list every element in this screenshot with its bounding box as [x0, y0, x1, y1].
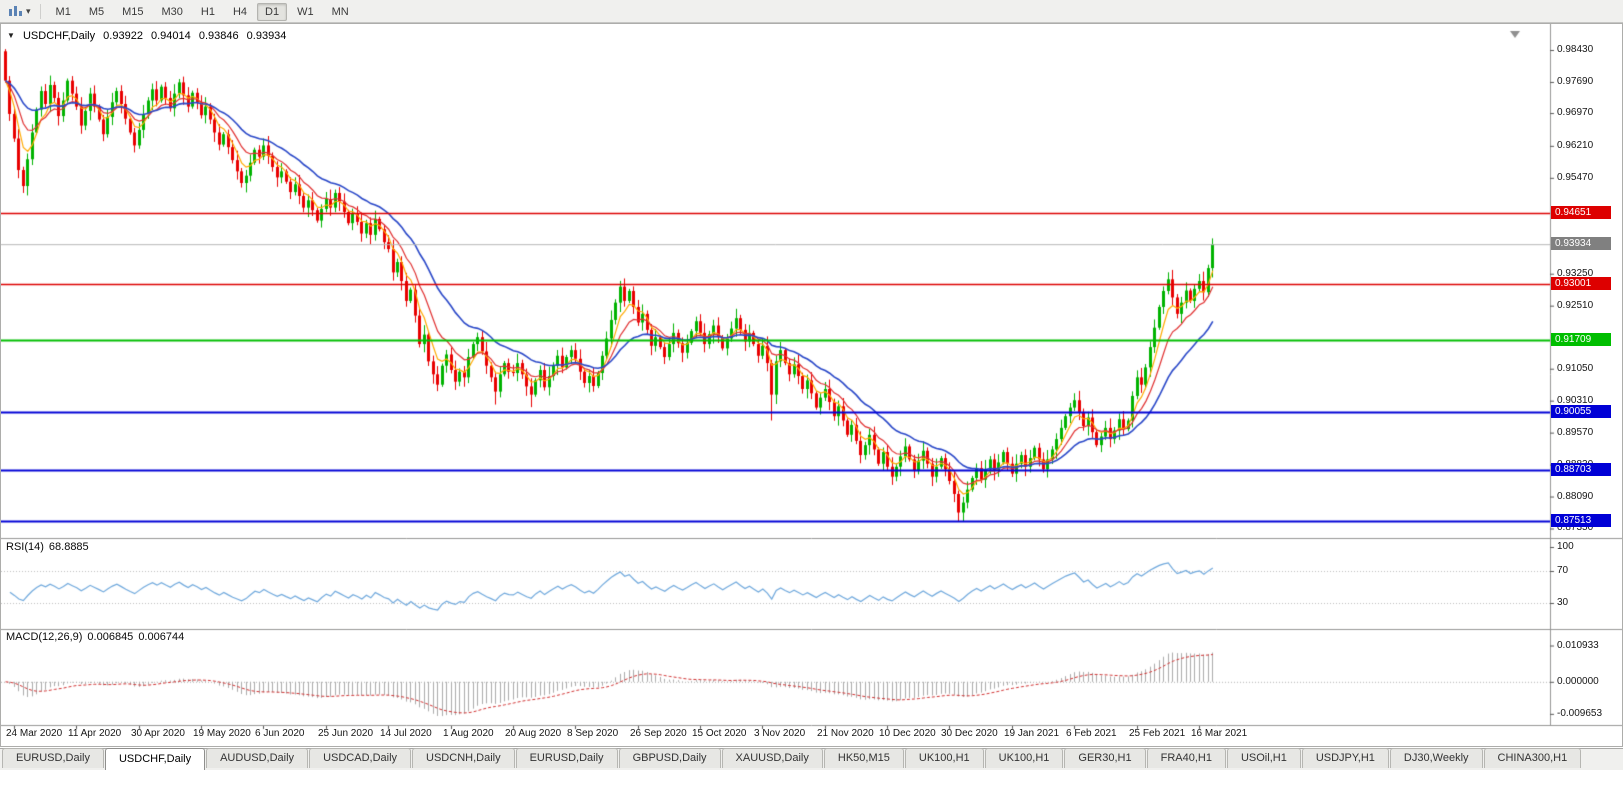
collapse-triangle-icon[interactable]: ▼: [7, 31, 15, 40]
chart-tabs: EURUSD,Daily USDCHF,Daily AUDUSD,Daily USDC…: [2, 748, 1582, 770]
chart-tabs-bar: EURUSD,Daily USDCHF,Daily AUDUSD,Daily USDC…: [0, 748, 1623, 770]
quote-low: 0.93846: [198, 30, 239, 42]
timeframe-button-h1[interactable]: H1: [200, 6, 215, 18]
chart-tab-eurusd-daily[interactable]: EURUSD,Daily: [515, 748, 618, 768]
chart-tab-xauusd-daily[interactable]: XAUUSD,Daily: [721, 748, 823, 768]
chart-tab-uk100-h1[interactable]: UK100,H1: [984, 748, 1064, 768]
toolbar-separator: [39, 3, 41, 19]
timeframe-buttons: M1 M5 M15 M30 H1 H4 D1 W1 MN: [47, 2, 358, 21]
timeframe-button-m5[interactable]: M5: [88, 6, 105, 18]
chart-title: ▼ USDCHF,Daily 0.93922 0.94014 0.93846 0…: [7, 30, 291, 42]
mini-chart-icon: [9, 5, 22, 16]
rsi-name: RSI(14): [6, 541, 44, 553]
chart-tab-usdjpy-h1[interactable]: USDJPY,H1: [1301, 748, 1389, 768]
chart-tab-usoil-h1[interactable]: USOil,H1: [1226, 748, 1301, 768]
chart-tab-ger30-h1[interactable]: GER30,H1: [1064, 748, 1146, 768]
timeframe-button-d1[interactable]: D1: [257, 3, 288, 21]
rsi-value: 68.8885: [48, 541, 89, 553]
chart-tab-hk50-m15[interactable]: HK50,M15: [823, 748, 904, 768]
chart-canvas[interactable]: [1, 24, 1622, 746]
timeframe-button-mn[interactable]: MN: [331, 6, 349, 18]
timeframe-button-w1[interactable]: W1: [297, 6, 314, 18]
timeframe-button-h4[interactable]: H4: [232, 6, 248, 18]
chart-tab-gbpusd-daily[interactable]: GBPUSD,Daily: [618, 748, 721, 768]
chart-tab-usdcad-daily[interactable]: USDCAD,Daily: [309, 748, 412, 768]
chart-tab-fra40-h1[interactable]: FRA40,H1: [1146, 748, 1226, 768]
dropdown-caret-icon: ▾: [26, 5, 31, 16]
chart-tab-dj30-weekly[interactable]: DJ30,Weekly: [1389, 748, 1483, 768]
timeframe-button-m1[interactable]: M1: [55, 6, 71, 18]
macd-name: MACD(12,26,9): [6, 631, 83, 643]
timeframe-button-m30[interactable]: M30: [161, 6, 183, 18]
quote-high: 0.94014: [151, 30, 191, 42]
chart-tab-audusd-daily[interactable]: AUDUSD,Daily: [206, 748, 309, 768]
chart-symbol-label: USDCHF,Daily: [22, 30, 96, 42]
chart-type-icon[interactable]: ▾: [5, 4, 34, 19]
macd-indicator-label: MACD(12,26,9) 0.006845 0.006744: [6, 631, 189, 643]
chart-window: ▼ USDCHF,Daily 0.93922 0.94014 0.93846 0…: [0, 23, 1623, 747]
macd-signal-value: 0.006744: [138, 631, 185, 643]
chart-tab-eurusd-daily[interactable]: EURUSD,Daily: [2, 748, 104, 768]
rsi-indicator-label: RSI(14) 68.8885: [6, 541, 94, 553]
macd-main-value: 0.006845: [87, 631, 134, 643]
chart-tab-china300-h1[interactable]: CHINA300,H1: [1483, 748, 1582, 768]
quote-open: 0.93922: [103, 30, 143, 42]
top-toolbar: ▾ M1 M5 M15 M30 H1 H4 D1 W1 MN: [0, 0, 1623, 23]
chart-tab-uk100-h1[interactable]: UK100,H1: [904, 748, 984, 768]
chart-tab-usdchf-daily[interactable]: USDCHF,Daily: [104, 748, 206, 770]
bottom-strip: [0, 770, 1623, 797]
quote-close: 0.93934: [246, 30, 287, 42]
chart-tab-usdcnh-daily[interactable]: USDCNH,Daily: [412, 748, 515, 768]
timeframe-button-m15[interactable]: M15: [122, 6, 144, 18]
